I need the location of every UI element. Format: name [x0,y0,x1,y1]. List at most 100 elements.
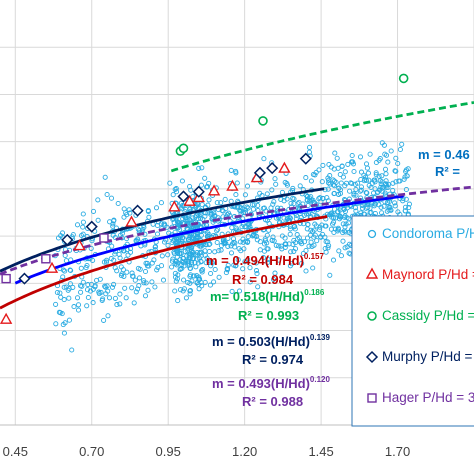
condoroma-point [238,205,244,211]
condoroma-point [182,248,188,254]
condoroma-point [390,180,396,186]
condoroma-point [242,259,248,265]
condoroma-point [279,246,285,252]
murphy-point [61,233,74,246]
condoroma-point [218,200,224,206]
murphy-m-text: m = 0.503(H/Hd) [212,334,310,349]
condoroma-point [390,187,396,193]
condoroma-point [373,159,379,166]
condoroma-point [167,180,173,186]
condoroma-point [110,221,116,227]
condoroma-point [195,216,201,222]
condoroma-point [341,206,347,212]
condoroma-point [80,219,86,225]
condoroma-point [183,258,189,264]
condoroma-point [341,214,347,220]
condoroma-point [287,226,293,232]
condoroma-point [403,196,409,202]
condoroma-point [301,239,308,245]
condoroma-point [372,186,378,192]
condoroma-point [303,175,309,181]
condoroma-point [269,237,275,243]
condoroma-point [264,246,270,252]
condoroma-point [340,238,346,244]
condoroma-point [278,243,284,249]
condoroma-point [406,205,412,211]
condoroma-point [254,237,260,243]
maynord-point [125,215,138,227]
condoroma-point [388,148,394,154]
condoroma-point [161,221,168,227]
condoroma-point [342,245,348,251]
condoroma-point [177,266,183,272]
condoroma-point [306,149,312,155]
condoroma-point [335,226,341,233]
condoroma-point [396,178,402,184]
condoroma-point [205,233,211,239]
condoroma-point [236,288,243,294]
murphy-point [192,185,205,198]
condoroma-point [338,253,344,259]
condoroma-point [185,258,191,264]
condoroma-point [392,203,398,209]
condoroma-point [363,190,369,196]
condoroma-point [382,166,389,172]
condoroma-point [234,180,240,186]
grid [0,0,474,426]
condoroma-point [303,247,309,254]
condoroma-point [63,258,69,264]
legend-label: Hager P/Hd = 3. [382,390,474,405]
condoroma-point [325,186,331,192]
condoroma-point [255,284,261,290]
x-axis-ticks: 0.45 0.70 0.95 1.20 1.45 1.70 [3,444,411,459]
condoroma-point [244,239,251,245]
murphy-point [18,272,31,285]
condoroma-point [169,264,175,270]
condoroma-point [279,274,285,280]
condoroma-point [173,258,179,265]
condoroma-point [165,242,171,248]
condoroma-point [336,248,342,254]
condoroma-point [60,322,66,328]
condoroma-point [196,213,202,219]
legend-marker-square [367,393,377,403]
condoroma-point [301,212,307,218]
condoroma-point [190,194,196,200]
condoroma-point [319,231,326,237]
condoroma-point [206,180,212,186]
murphy-point [253,166,266,179]
condoroma-point [292,246,299,252]
condoroma-point [189,261,195,267]
condoroma-point [252,233,258,239]
condoroma-point [152,244,158,250]
condoroma-point [309,243,315,249]
condoroma-point [358,169,365,175]
condoroma-point [198,258,204,264]
condoroma-point [183,215,189,221]
condoroma-point [121,273,127,279]
condoroma-point [254,271,260,277]
condoroma-point [240,266,246,272]
condoroma-point [403,167,409,173]
condoroma-point [261,241,268,247]
annotation-cassidy-m: m= 0.518(H/Hd)0.186 [210,288,325,304]
condoroma-point [187,183,193,190]
condoroma-point [111,257,117,263]
legend-marker-circle [367,229,377,239]
condoroma-point [206,242,212,248]
condoroma-point [208,270,214,277]
condoroma-point [90,300,96,306]
condoroma-point [242,192,248,198]
condoroma-point [261,156,267,162]
condoroma-point [88,245,94,251]
murphy-point [299,152,312,165]
condoroma-point [348,180,354,186]
condoroma-point [260,255,266,261]
murphy-point [266,162,279,175]
hager-point [1,273,11,284]
condoroma-point [105,313,111,319]
condoroma-point [212,266,218,273]
condoroma-point [97,276,103,282]
condoroma-point [181,286,187,292]
condoroma-point [67,267,73,273]
